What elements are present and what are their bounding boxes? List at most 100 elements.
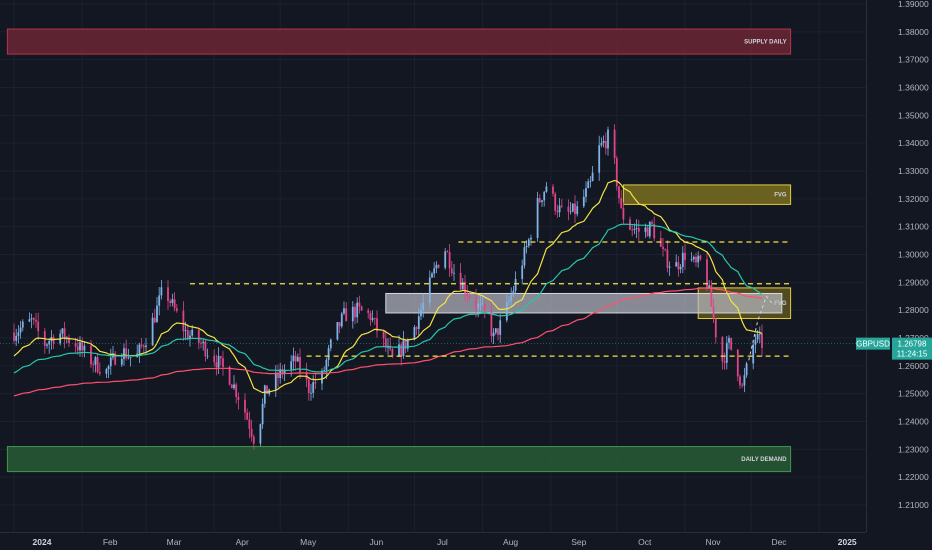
candle-body xyxy=(730,337,733,350)
candle-body xyxy=(510,294,513,301)
candle-body xyxy=(431,273,433,278)
candle-body xyxy=(312,382,315,393)
price-tick-label: 1.22000 xyxy=(898,472,929,482)
candle-body xyxy=(433,268,436,274)
price-tick-label: 1.28000 xyxy=(898,305,929,315)
candle-body xyxy=(651,222,653,224)
candle-body xyxy=(653,223,656,239)
candle-body xyxy=(525,245,528,248)
candle-body xyxy=(576,206,579,215)
candle-body xyxy=(615,158,618,187)
candle-body xyxy=(461,282,464,290)
candle-body xyxy=(754,339,757,345)
candle-body xyxy=(574,203,576,215)
candle-body xyxy=(699,255,702,260)
candle-body xyxy=(741,385,744,386)
candle-body xyxy=(444,251,447,268)
candle-body xyxy=(721,337,724,362)
candle-body xyxy=(384,338,387,348)
candle-body xyxy=(556,210,559,213)
candle-body xyxy=(76,346,79,351)
projection-path xyxy=(748,295,774,361)
candles-layer xyxy=(13,124,763,450)
candle-body xyxy=(743,375,746,386)
candle-body xyxy=(406,339,409,349)
candle-body xyxy=(120,359,123,365)
candle-body xyxy=(739,376,741,386)
candle-body xyxy=(646,227,649,237)
candle-body xyxy=(373,318,376,320)
candle-body xyxy=(81,342,84,351)
candle-body xyxy=(321,370,323,384)
candle-body xyxy=(668,266,671,268)
candle-body xyxy=(422,302,425,310)
candle-body xyxy=(351,306,354,322)
time-tick-label: Aug xyxy=(503,537,518,547)
time-tick-label: Nov xyxy=(705,537,721,547)
candle-body xyxy=(354,306,356,318)
time-axis[interactable]: 2024 Feb Mar Apr May Jun Jul Aug Sep Oct Nov Dec 202… xyxy=(33,537,857,547)
candle-body xyxy=(413,327,416,340)
candle-body xyxy=(404,340,407,349)
candle-body xyxy=(127,357,130,359)
time-tick-label: Sep xyxy=(571,537,586,547)
candle-body xyxy=(63,328,66,340)
candle-body xyxy=(560,205,563,207)
candle-body xyxy=(598,145,601,173)
candle-body xyxy=(19,327,22,333)
time-tick-label: Dec xyxy=(771,537,787,547)
candle-body xyxy=(690,259,693,261)
price-badge xyxy=(892,337,932,360)
candle-body xyxy=(138,344,141,354)
price-tick-label: 1.24000 xyxy=(898,417,929,427)
grid-lines xyxy=(0,0,866,532)
time-tick-label: Jun xyxy=(370,537,384,547)
candle-body xyxy=(664,249,667,250)
candle-body xyxy=(391,349,394,357)
candle-body xyxy=(538,198,541,203)
candle-body xyxy=(74,343,77,347)
price-tick-label: 1.39000 xyxy=(898,0,929,9)
candle-body xyxy=(182,310,185,332)
candle-body xyxy=(123,348,125,360)
candle-body xyxy=(244,399,246,413)
candle-body xyxy=(169,301,172,303)
candle-body xyxy=(21,321,24,328)
candle-body xyxy=(343,308,345,314)
time-tick-label: 2025 xyxy=(838,537,857,547)
candle-body xyxy=(494,328,497,333)
candle-body xyxy=(299,356,301,373)
candle-body xyxy=(68,337,70,344)
candle-body xyxy=(35,319,37,322)
candle-body xyxy=(204,341,207,357)
candle-body xyxy=(52,337,55,344)
candle-body xyxy=(453,272,455,274)
candle-body xyxy=(536,198,539,238)
candle-body xyxy=(296,356,299,362)
candle-body xyxy=(644,227,647,232)
candle-body xyxy=(156,305,158,323)
candle-body xyxy=(345,308,348,322)
candle-body xyxy=(173,299,176,309)
projection-layer xyxy=(748,295,774,361)
candle-body xyxy=(558,205,561,213)
candle-body xyxy=(567,206,570,212)
candle-body xyxy=(167,287,169,302)
candle-body xyxy=(675,262,678,267)
candle-body xyxy=(222,358,224,367)
candle-body xyxy=(371,318,374,320)
candle-body xyxy=(618,186,620,199)
ma-line-55 xyxy=(13,223,763,374)
candle-body xyxy=(492,332,495,337)
candle-body xyxy=(338,322,341,327)
candle-body xyxy=(708,285,711,288)
candle-body xyxy=(464,282,466,294)
dashed-levels-layer xyxy=(190,241,791,357)
price-tick-label: 1.31000 xyxy=(898,222,929,232)
candle-body xyxy=(585,188,587,197)
candle-body xyxy=(259,424,262,444)
candle-body xyxy=(446,251,449,253)
